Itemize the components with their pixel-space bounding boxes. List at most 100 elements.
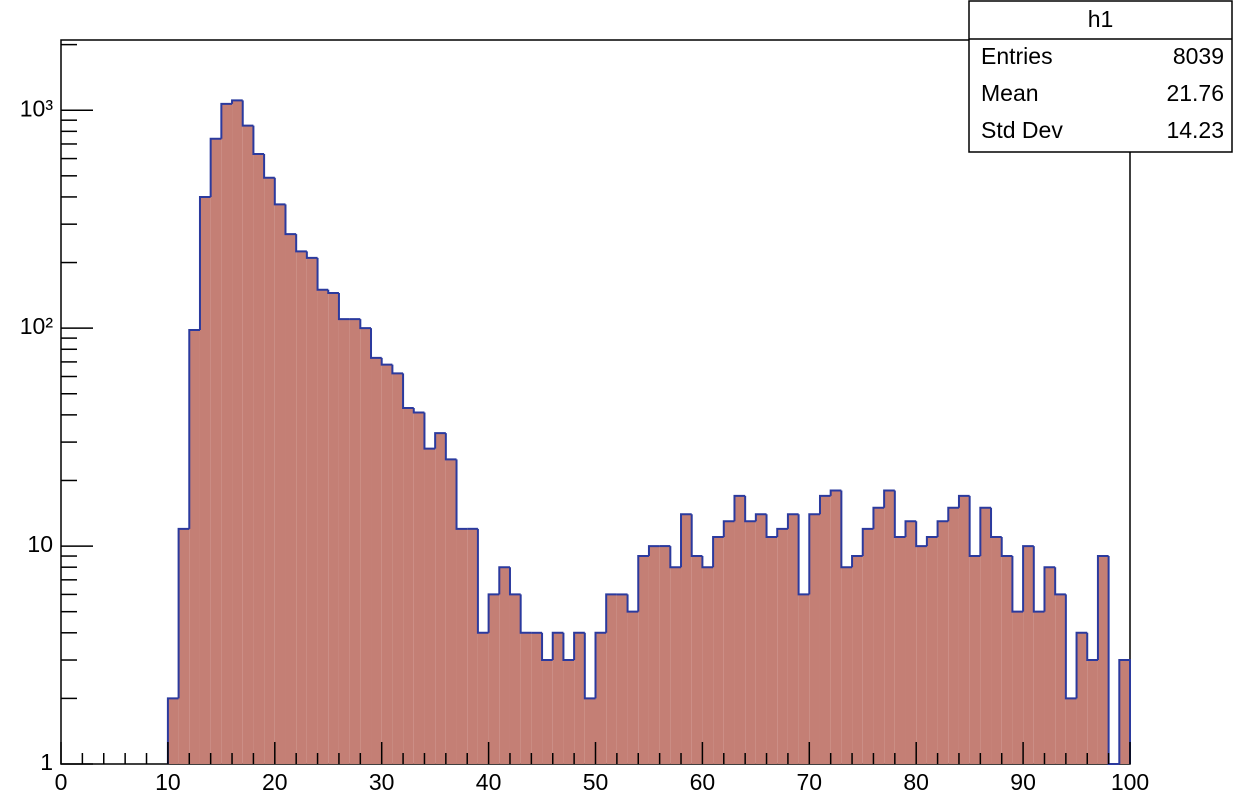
bar-outline <box>968 495 981 558</box>
x-tick-label: 40 <box>476 769 502 795</box>
bar <box>1001 556 1013 764</box>
bar-outline <box>402 373 414 410</box>
bar-outline <box>754 513 767 522</box>
bar-outline <box>1086 632 1098 662</box>
bar <box>894 537 906 764</box>
bar-outline <box>583 632 596 700</box>
bar <box>595 632 607 764</box>
bar-outline <box>1054 567 1066 596</box>
bar-outline <box>840 490 853 569</box>
bar <box>360 328 372 764</box>
bar-outline <box>1075 631 1088 699</box>
x-tick-label: 80 <box>903 769 929 795</box>
bar <box>777 528 788 764</box>
bar <box>584 698 596 764</box>
bar-outline <box>1011 556 1024 613</box>
bar-outline <box>808 513 820 595</box>
bar-outline <box>337 292 350 321</box>
bar <box>285 234 297 765</box>
x-tick-label: 60 <box>690 769 716 795</box>
bar <box>574 632 585 764</box>
stats-value: 14.23 <box>1166 117 1224 143</box>
bar <box>242 125 254 764</box>
bar <box>713 537 724 764</box>
bar-outline <box>487 593 500 633</box>
bar-outline <box>637 555 649 612</box>
bar-outline <box>444 433 457 461</box>
bar-outline <box>722 520 735 538</box>
bar <box>445 459 457 764</box>
bar-outline <box>231 99 243 104</box>
bar-outline <box>284 204 297 236</box>
bar <box>403 408 414 764</box>
bar-outline <box>327 289 339 294</box>
bar-outline <box>680 513 692 568</box>
bar-outline <box>690 514 703 558</box>
bar-outline <box>915 521 927 548</box>
bar <box>456 528 468 764</box>
bar-outline <box>380 357 393 366</box>
bar <box>884 490 895 764</box>
stats-label: Entries <box>981 43 1053 69</box>
bar <box>221 103 233 764</box>
bar <box>766 537 778 764</box>
bar <box>167 698 179 764</box>
bar-outline <box>220 102 233 139</box>
stats-value: 8039 <box>1173 43 1224 69</box>
bar-outline <box>573 631 585 661</box>
bar-outline <box>647 545 660 557</box>
bar <box>477 632 489 764</box>
bar-outline <box>1043 566 1056 612</box>
bar-outline <box>434 432 446 449</box>
bar-outline <box>508 567 521 596</box>
bar <box>563 660 575 764</box>
y-tick-label: 10 <box>27 531 53 557</box>
bar <box>659 546 671 764</box>
bar <box>862 528 874 764</box>
bar <box>819 495 831 764</box>
bar <box>413 412 425 764</box>
bar-outline <box>765 514 778 539</box>
bar-outline <box>1022 545 1034 612</box>
bar-outline <box>990 507 1002 539</box>
bar-outline <box>979 506 992 557</box>
bar <box>723 521 735 764</box>
x-tick-label: 90 <box>1010 769 1036 795</box>
bar-outline <box>1064 594 1077 700</box>
bar-outline <box>370 328 382 359</box>
bar-outline <box>1107 556 1120 765</box>
bar-outline <box>594 631 607 699</box>
bar-outline <box>883 489 895 508</box>
bar <box>841 567 853 764</box>
bar <box>627 611 639 764</box>
bar <box>274 204 286 764</box>
bar-outline <box>263 153 275 179</box>
bar <box>509 594 521 764</box>
bar-outline <box>476 528 489 634</box>
bar-outline <box>605 593 617 633</box>
bar-outline <box>188 329 200 529</box>
bar <box>392 373 404 764</box>
bar-outline <box>455 459 468 530</box>
stats-title: h1 <box>1088 6 1114 32</box>
bar <box>606 594 617 764</box>
bar <box>830 490 842 764</box>
bar <box>1023 546 1034 764</box>
bar <box>745 521 756 764</box>
bar-outline <box>733 494 746 522</box>
bar-outline <box>904 520 917 538</box>
bar <box>1076 632 1088 764</box>
bar <box>681 514 692 764</box>
bar <box>424 448 436 764</box>
x-tick-label: 20 <box>262 769 288 795</box>
bar <box>798 594 810 764</box>
y-tick-label: 10² <box>20 313 54 339</box>
bar-outline <box>786 513 799 529</box>
bar <box>648 546 660 764</box>
bar <box>435 433 446 764</box>
stats-value: 21.76 <box>1166 80 1224 106</box>
bar-outline <box>893 490 906 539</box>
x-tick-label: 70 <box>797 769 823 795</box>
bar-outline <box>562 632 575 662</box>
